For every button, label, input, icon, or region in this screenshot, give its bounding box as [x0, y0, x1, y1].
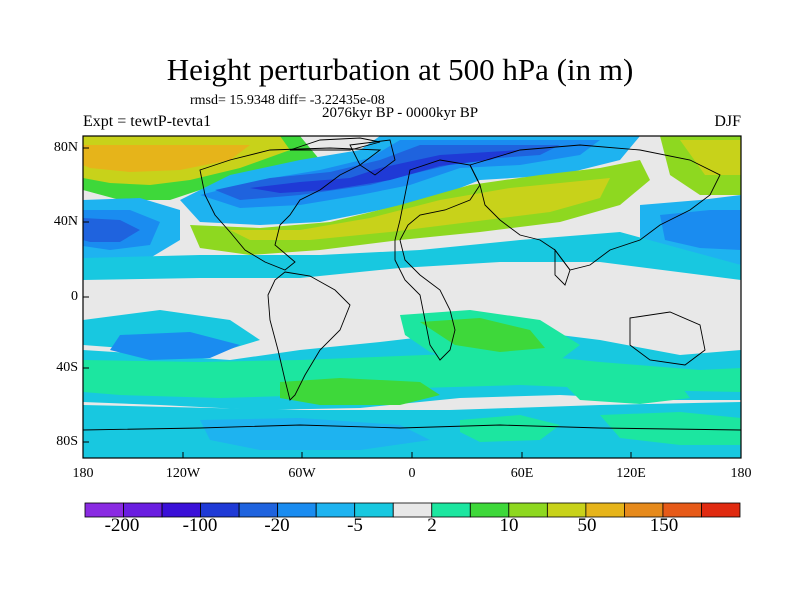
colorbar-label: -100 [182, 515, 218, 536]
coastlines [83, 137, 741, 431]
colorbar-label: 10 [499, 515, 519, 536]
lon-label: 180 [72, 466, 94, 481]
colorbar-label: -20 [264, 515, 290, 536]
statistics-text: rmsd= 15.9348 diff= -3.22435e-08 [190, 93, 385, 108]
lon-label: 120E [616, 466, 646, 481]
lon-label: 60W [288, 466, 316, 481]
experiment-label: Expt = tewtP-tevta1 [83, 113, 212, 130]
colorbar-label: 150 [649, 515, 679, 536]
season-label: DJF [714, 113, 741, 130]
colorbar-label: 50 [577, 515, 597, 536]
chart-title: Height perturbation at 500 hPa (in m) [166, 52, 634, 87]
lat-label: 0 [71, 289, 78, 304]
colorbar-swatch [701, 502, 741, 518]
lon-label: 0 [408, 466, 416, 481]
lat-label: 80S [56, 434, 78, 449]
colorbar-label: 2 [427, 515, 437, 536]
lon-label: 180 [730, 466, 752, 481]
lat-label: 40N [53, 214, 78, 229]
lat-label: 80N [53, 140, 78, 155]
period-subtitle: 2076kyr BP - 0000kyr BP [321, 105, 479, 121]
contour-field [83, 136, 741, 458]
lat-label: 40S [56, 360, 78, 375]
lon-label: 60E [510, 466, 534, 481]
colorbar-label: -5 [347, 515, 363, 536]
lon-label: 120W [165, 466, 201, 481]
colorbar [84, 502, 741, 518]
colorbar-label: -200 [104, 515, 140, 536]
